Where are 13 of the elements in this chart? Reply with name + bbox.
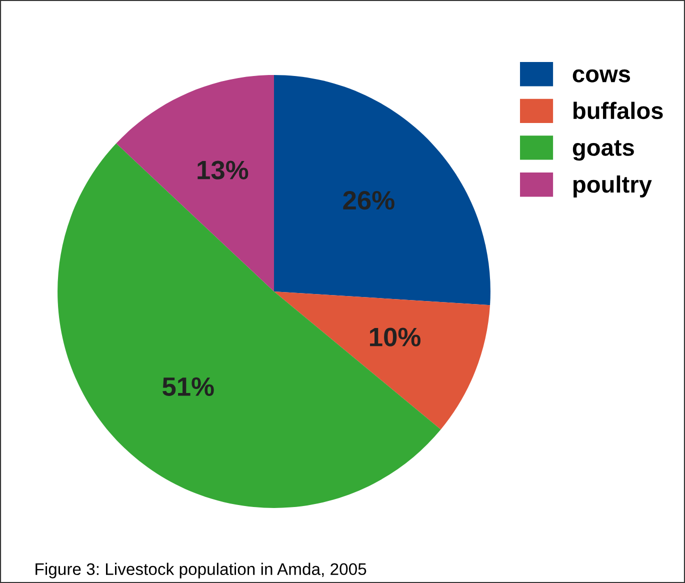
legend-label: buffalos	[574, 102, 663, 120]
legend-label: cows	[572, 69, 630, 82]
pie-slice	[274, 292, 490, 430]
data-label: 10%	[370, 328, 420, 346]
legend-label: poultry	[574, 175, 652, 198]
data-label: 51%	[162, 377, 214, 396]
pie-slice	[58, 143, 441, 508]
data-label: 26%	[343, 190, 394, 210]
pie-slice	[116, 75, 274, 292]
pie-slice	[274, 75, 490, 306]
legend-label: goats	[572, 140, 634, 161]
caption: Figure 3: Livestock population in Amda, 2005	[36, 562, 366, 578]
data-label: 13%	[198, 160, 248, 180]
